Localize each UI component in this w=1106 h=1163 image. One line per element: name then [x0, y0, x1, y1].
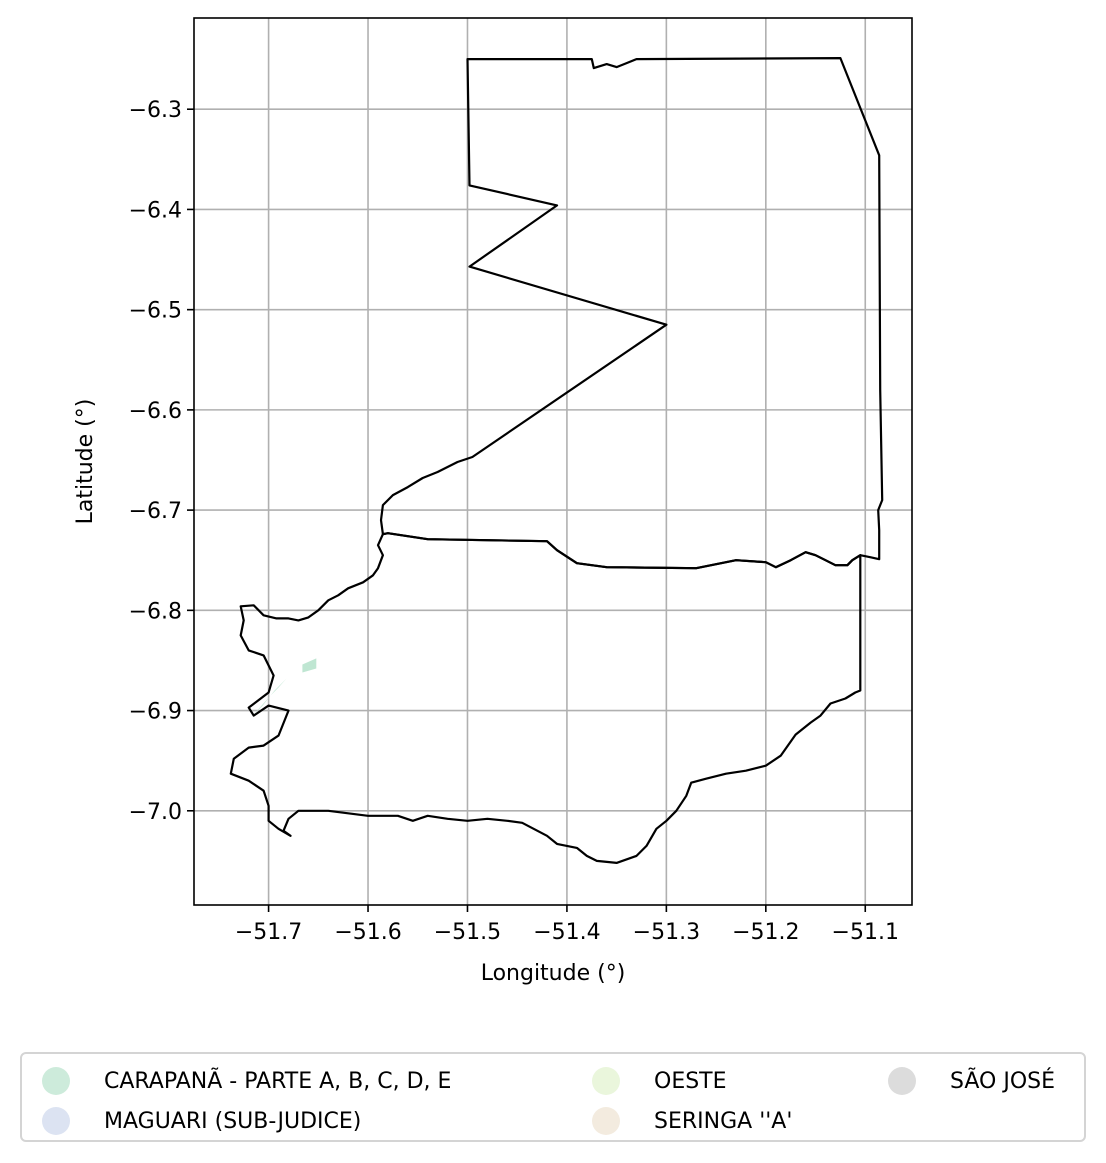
- south-block-outline: [229, 532, 862, 865]
- x-tick-label: −51.2: [732, 920, 799, 945]
- legend-label: MAGUARI (SUB-JUDICE): [104, 1108, 362, 1134]
- legend-item-seringa: SERINGA ''A': [592, 1106, 792, 1136]
- legend-marker-icon: [42, 1067, 70, 1095]
- region-outlines: [229, 56, 884, 865]
- carapana-patch-small: [252, 678, 287, 716]
- legend-marker-icon: [592, 1107, 620, 1135]
- legend-marker-icon: [888, 1067, 916, 1095]
- y-tick-label: −6.6: [129, 399, 182, 424]
- grid: [194, 18, 912, 905]
- legend-label: OESTE: [654, 1068, 727, 1094]
- north-block-outline: [379, 56, 884, 570]
- map-plot: −51.7 −51.6 −51.5 −51.4 −51.3 −51.2 −51.1 −6.3 −…: [73, 17, 913, 986]
- x-axis-label: Longitude (°): [481, 961, 626, 986]
- legend-label: SÃO JOSÉ: [950, 1068, 1056, 1094]
- x-tick-label: −51.4: [533, 920, 600, 945]
- y-tick-label: −6.3: [129, 98, 182, 123]
- y-tick-label: −6.8: [129, 599, 182, 624]
- carapana-patch: [302, 658, 317, 673]
- legend-item-sao-jose: SÃO JOSÉ: [888, 1066, 1055, 1096]
- y-axis-label: Latitude (°): [73, 399, 98, 525]
- legend-item-maguari: MAGUARI (SUB-JUDICE): [42, 1106, 361, 1136]
- patch-layer: [252, 658, 317, 716]
- x-tick-label: −51.7: [235, 920, 302, 945]
- legend: CARAPANÃ - PARTE A, B, C, D, E MAGUARI (…: [20, 1052, 1086, 1142]
- x-tick-label: −51.6: [334, 920, 401, 945]
- y-tick-label: −6.7: [129, 499, 182, 524]
- legend-marker-icon: [42, 1107, 70, 1135]
- y-tick-label: −7.0: [129, 800, 182, 825]
- axes-frame: [193, 17, 913, 906]
- y-tick-label: −6.4: [129, 198, 182, 223]
- legend-label: SERINGA ''A': [654, 1108, 793, 1134]
- tick-marks: −51.7 −51.6 −51.5 −51.4 −51.3 −51.2 −51.1 −6.3 −…: [129, 98, 899, 945]
- x-tick-label: −51.3: [633, 920, 700, 945]
- legend-item-oeste: OESTE: [592, 1066, 727, 1096]
- x-tick-label: −51.5: [434, 920, 501, 945]
- legend-marker-icon: [592, 1067, 620, 1095]
- y-tick-label: −6.5: [129, 299, 182, 324]
- y-tick-label: −6.9: [129, 700, 182, 725]
- x-tick-label: −51.1: [832, 920, 899, 945]
- legend-label: CARAPANÃ - PARTE A, B, C, D, E: [104, 1068, 452, 1094]
- legend-item-carapana: CARAPANÃ - PARTE A, B, C, D, E: [42, 1066, 451, 1096]
